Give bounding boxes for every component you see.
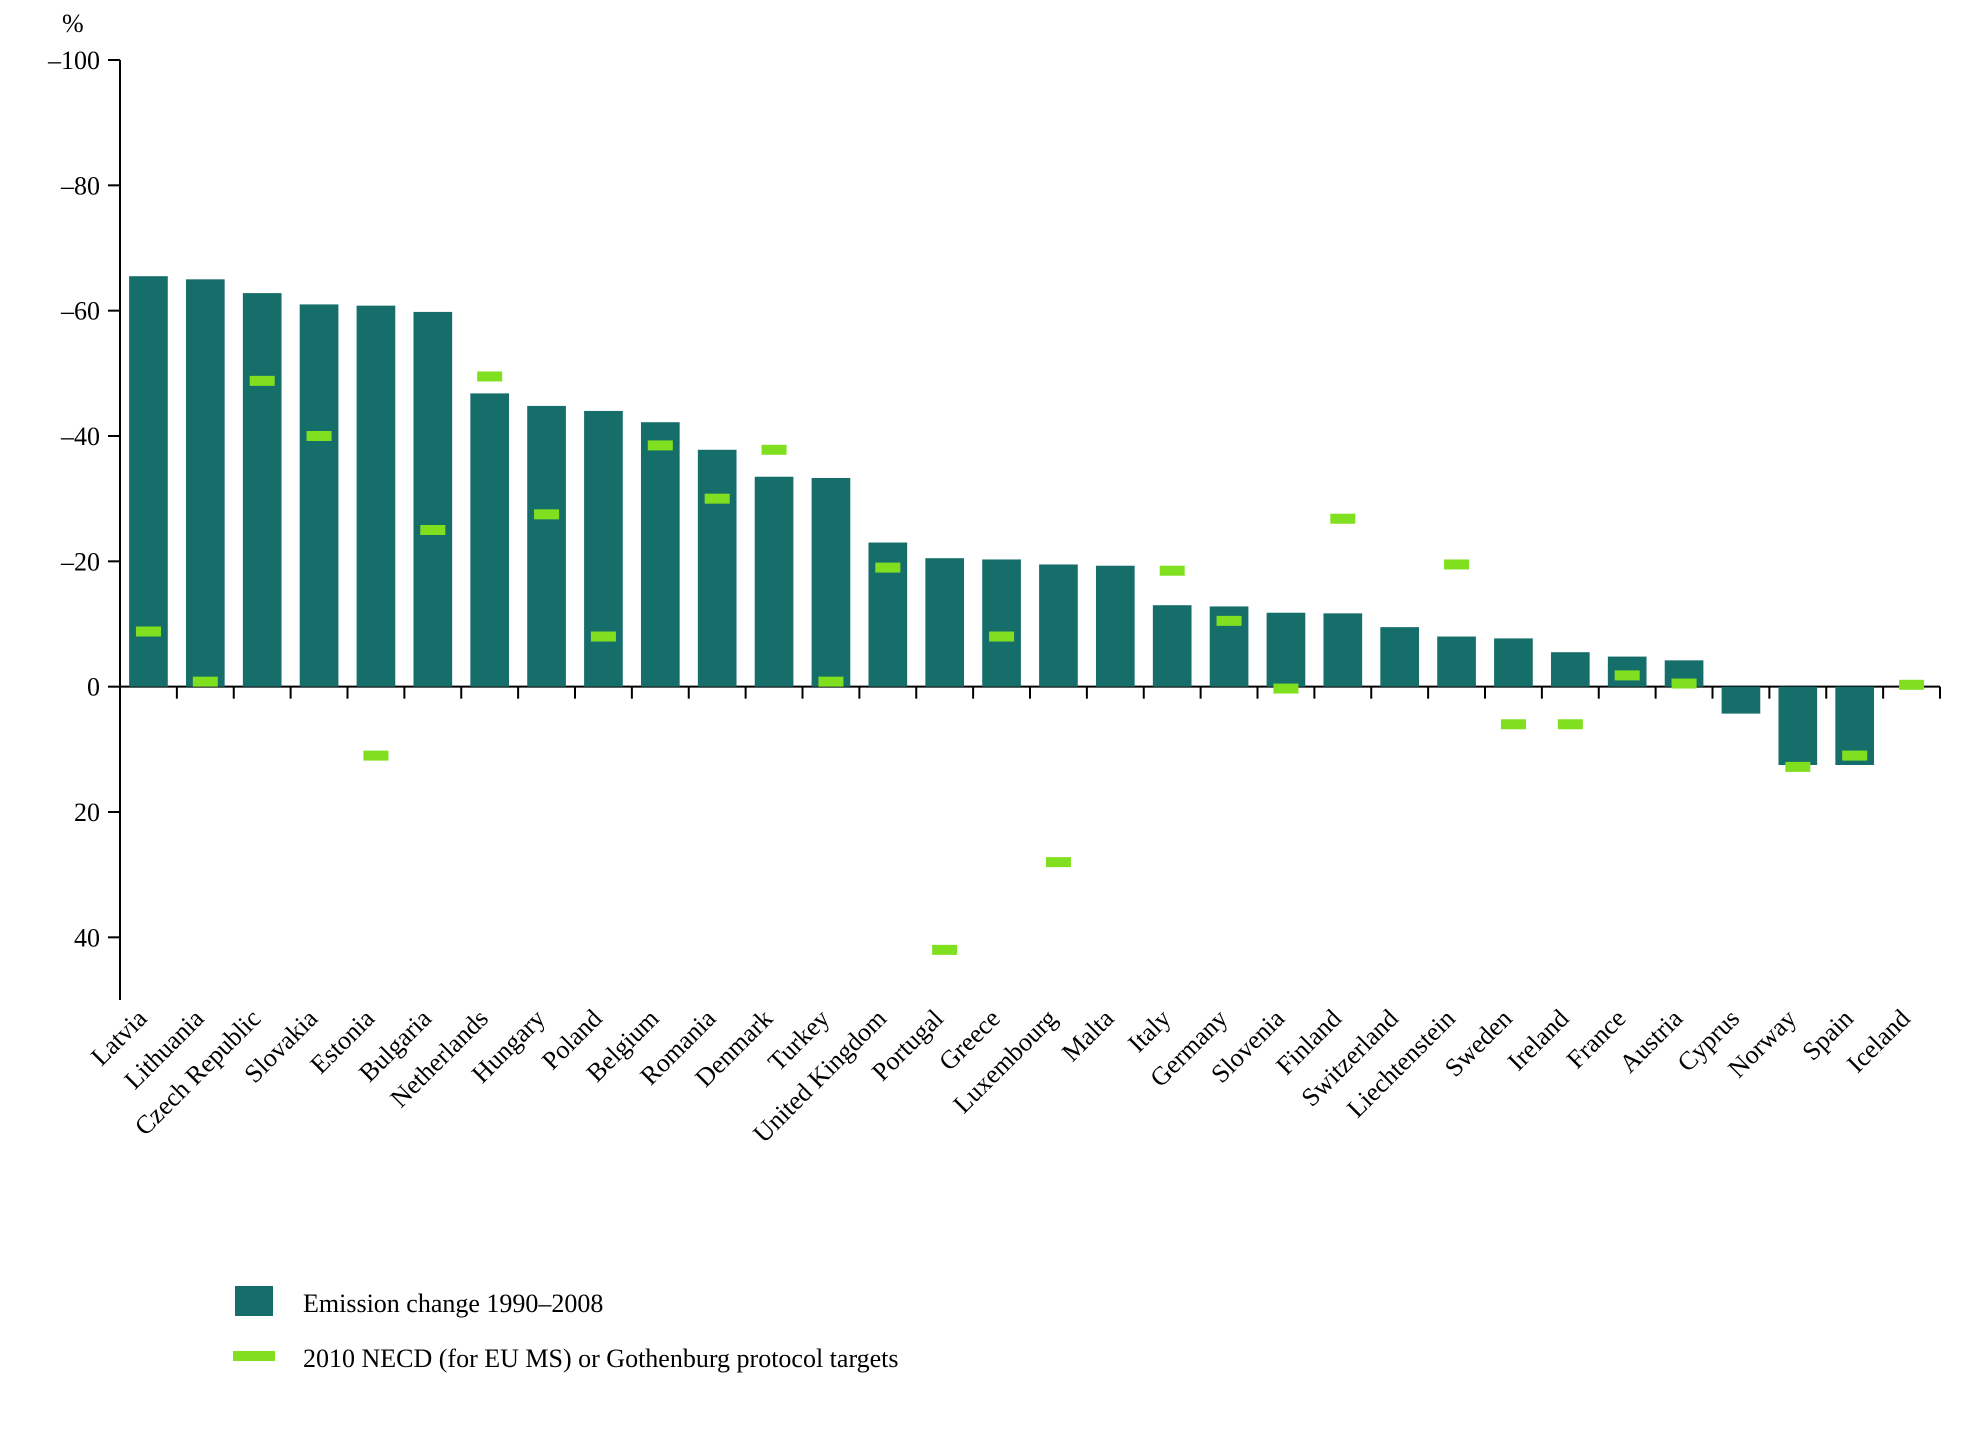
y-tick-label: –100 [47, 46, 100, 75]
legend-swatch-bar [235, 1286, 273, 1316]
target-marker [591, 632, 616, 642]
target-marker [136, 627, 161, 637]
target-marker [1672, 679, 1697, 689]
bar [1380, 627, 1419, 687]
bar [413, 312, 452, 687]
bar [527, 406, 566, 687]
target-marker [705, 494, 730, 504]
y-tick-label: –60 [60, 297, 100, 326]
y-tick-label: –80 [60, 171, 100, 200]
bar [1722, 687, 1761, 714]
target-marker [250, 376, 275, 386]
target-marker [1160, 566, 1185, 576]
bar [1494, 638, 1533, 686]
bar [1096, 566, 1135, 687]
target-marker [1842, 751, 1867, 761]
y-tick-label: 20 [74, 798, 100, 827]
bar [1267, 613, 1306, 687]
legend-label: Emission change 1990–2008 [303, 1289, 603, 1318]
target-marker [1785, 762, 1810, 772]
bar [1153, 605, 1192, 686]
bar [186, 279, 225, 686]
target-marker [818, 677, 843, 687]
target-marker [477, 371, 502, 381]
target-marker [932, 945, 957, 955]
target-marker [1273, 684, 1298, 694]
bar [300, 304, 339, 686]
legend-label: 2010 NECD (for EU MS) or Gothenburg prot… [303, 1344, 899, 1373]
target-marker [193, 677, 218, 687]
target-marker [1501, 719, 1526, 729]
y-tick-label: 40 [74, 923, 100, 952]
bar [129, 276, 168, 686]
bar [925, 558, 964, 686]
target-marker [363, 751, 388, 761]
bar [1437, 637, 1476, 687]
legend-swatch-target [233, 1351, 275, 1361]
target-marker [534, 509, 559, 519]
bar [812, 478, 851, 687]
target-marker [1046, 857, 1071, 867]
target-marker [989, 632, 1014, 642]
bar [698, 450, 737, 687]
bar [1323, 613, 1362, 686]
bar [243, 293, 282, 687]
bar [755, 477, 794, 687]
bar [584, 411, 623, 687]
bar [1551, 652, 1590, 686]
y-axis-title: % [62, 9, 84, 38]
chart-background [0, 0, 1974, 1436]
y-tick-label: –40 [60, 422, 100, 451]
bar [641, 422, 680, 686]
target-marker [875, 563, 900, 573]
target-marker [420, 525, 445, 535]
bar [357, 306, 396, 687]
target-marker [1330, 514, 1355, 524]
emissions-bar-chart: %–100–80–60–40–2002040LatviaLithuaniaCze… [0, 0, 1974, 1436]
target-marker [307, 431, 332, 441]
target-marker [1217, 616, 1242, 626]
target-marker [762, 445, 787, 455]
target-marker [1615, 670, 1640, 680]
bar [1039, 564, 1078, 686]
bar [982, 559, 1021, 686]
target-marker [1558, 719, 1583, 729]
target-marker [1444, 559, 1469, 569]
bar [470, 393, 509, 686]
y-tick-label: 0 [87, 673, 100, 702]
bar [1778, 687, 1817, 765]
target-marker [1899, 680, 1924, 690]
y-tick-label: –20 [60, 547, 100, 576]
target-marker [648, 440, 673, 450]
